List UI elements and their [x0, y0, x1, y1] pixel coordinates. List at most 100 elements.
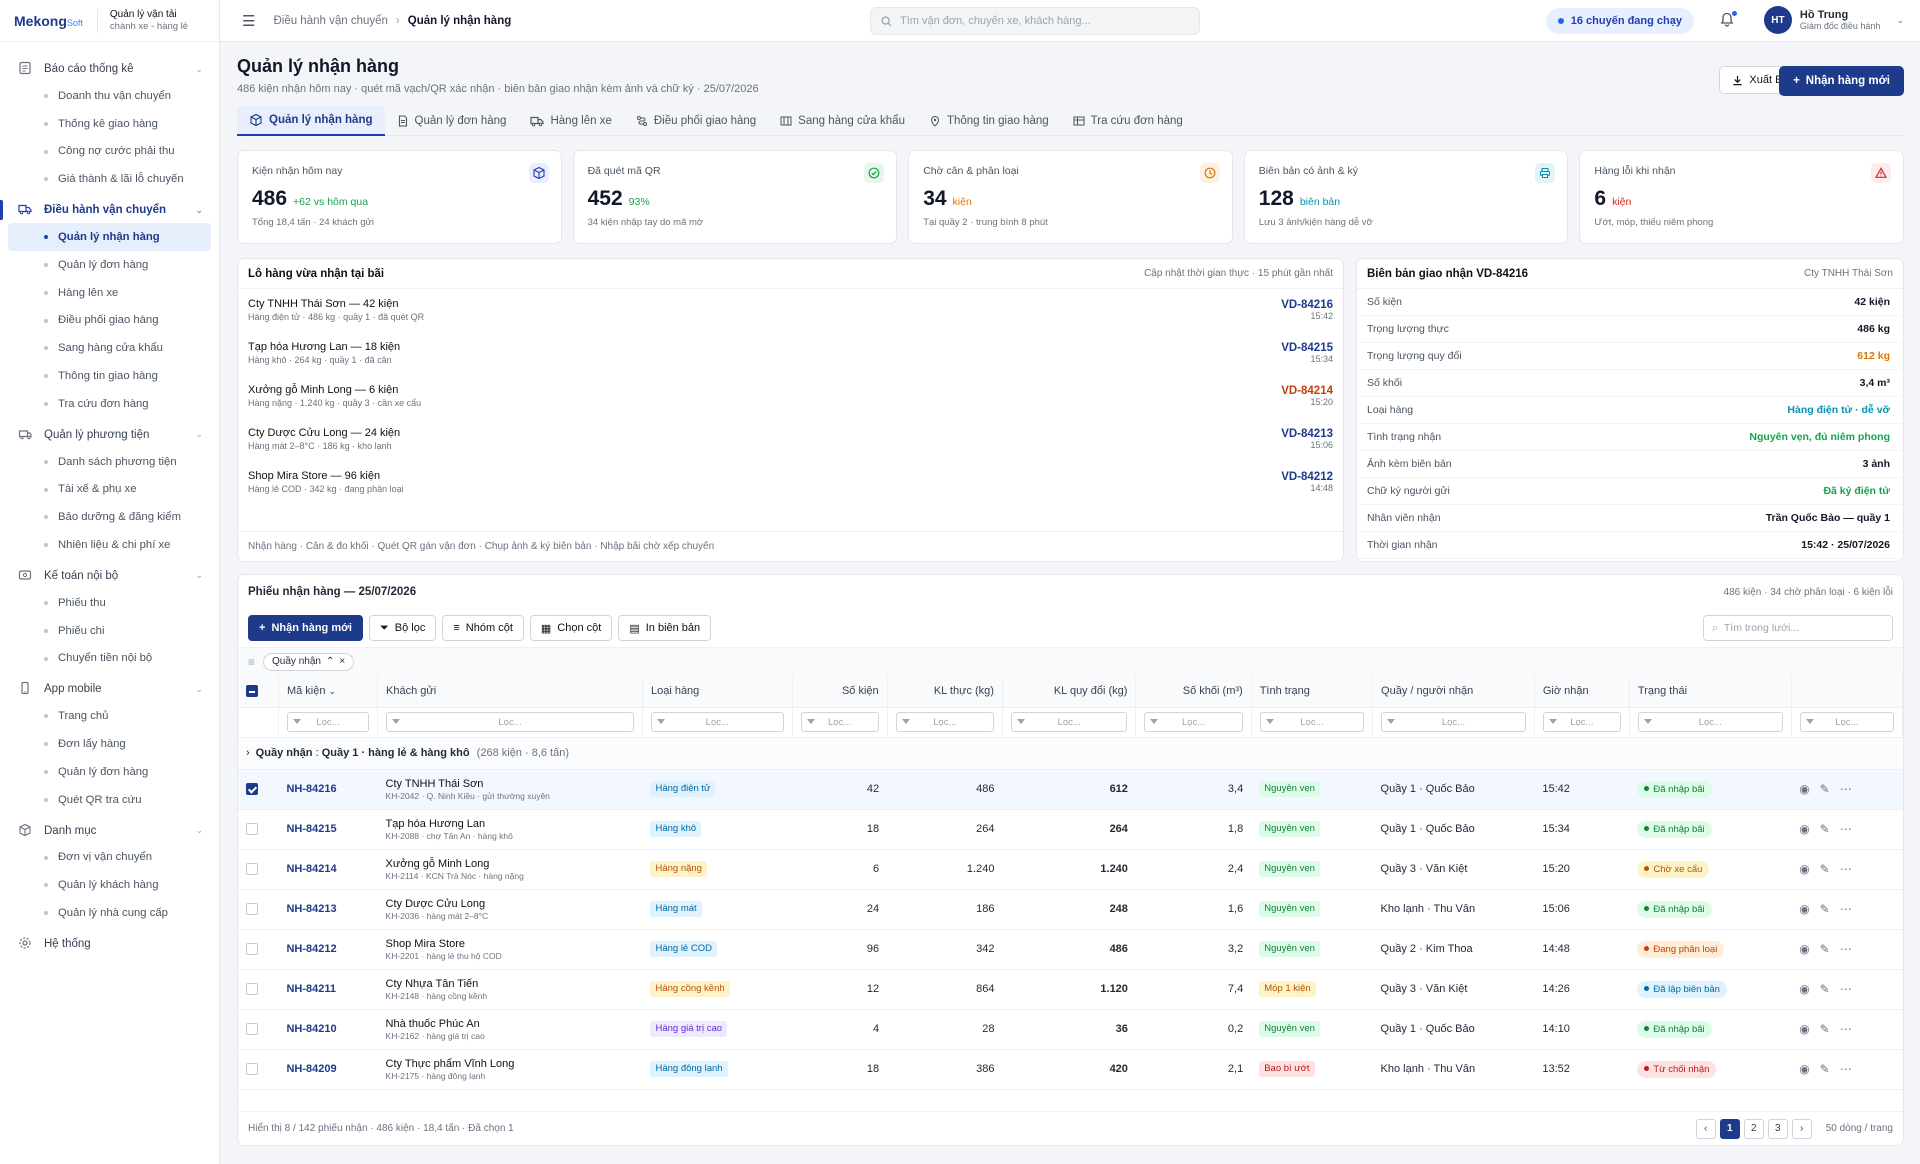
- tab-sang-hang-cua-khau[interactable]: Sang hàng cửa khẩu: [768, 106, 917, 136]
- filter-button[interactable]: ⏷ Bộ lọc: [368, 615, 437, 641]
- table-row[interactable]: NH-84215 Tạp hóa Hương Lan KH-2088 · chợ …: [238, 809, 1903, 850]
- view-icon[interactable]: ◉: [1799, 782, 1810, 796]
- menu-icon[interactable]: ☰: [242, 12, 256, 30]
- lot-code[interactable]: VD-84215: [1281, 342, 1333, 355]
- view-icon[interactable]: ◉: [1799, 902, 1810, 916]
- row-checkbox[interactable]: [238, 889, 279, 930]
- choose-columns-button[interactable]: ▦ Chọn cột: [529, 615, 613, 641]
- more-icon[interactable]: ⋯: [1839, 942, 1852, 956]
- sidebar-item-tra-cuu-don-hang[interactable]: Tra cứu đơn hàng: [0, 390, 219, 418]
- more-icon[interactable]: ⋯: [1839, 782, 1852, 796]
- more-icon[interactable]: ⋯: [1839, 982, 1852, 996]
- edit-icon[interactable]: ✎: [1819, 942, 1830, 956]
- receipt-code-link[interactable]: NH-84215: [286, 823, 337, 835]
- sidebar-item-quan-ly-nhan-hang[interactable]: Quản lý nhận hàng: [8, 223, 211, 251]
- sidebar-item-quan-ly-don-hang[interactable]: Quản lý đơn hàng: [0, 758, 219, 786]
- sidebar-group-he-thong[interactable]: Hệ thống: [0, 931, 219, 957]
- page-button[interactable]: 1: [1719, 1118, 1740, 1139]
- sidebar-item-chuyen-tien-noi-bo[interactable]: Chuyển tiền nội bộ: [0, 645, 219, 673]
- more-icon[interactable]: ⋯: [1839, 1062, 1852, 1076]
- sidebar-item-gia-thanh-lai-lo-chuyen[interactable]: Giá thành & lãi lỗ chuyến: [0, 165, 219, 193]
- column-filter-input[interactable]: Lọc...: [1251, 707, 1374, 738]
- column-header-ma-kien[interactable]: Mã kiện ⌄: [278, 675, 379, 708]
- prev-page-button[interactable]: ‹: [1695, 1118, 1716, 1139]
- column-filter-input[interactable]: Lọc...: [1534, 707, 1630, 738]
- drag-handle-icon[interactable]: ≡: [248, 654, 256, 669]
- column-header-quay-nguoi-nhan[interactable]: Quầy / người nhận: [1372, 675, 1535, 708]
- row-checkbox[interactable]: [238, 809, 279, 850]
- sidebar-item-quan-ly-don-hang[interactable]: Quản lý đơn hàng: [0, 251, 219, 279]
- column-filter-input[interactable]: Lọc...: [1791, 707, 1903, 738]
- receipt-code-link[interactable]: NH-84214: [286, 863, 337, 875]
- column-filter-input[interactable]: Lọc...: [1629, 707, 1792, 738]
- row-checkbox[interactable]: [238, 849, 279, 890]
- sidebar-group-danh-muc[interactable]: Danh mục ⌄: [0, 818, 219, 844]
- kpi-card-hang-loi-khi-nhan[interactable]: Hàng lỗi khi nhận 6 kiện Ướt, móp, thiếu …: [1579, 150, 1904, 244]
- receipt-code-link[interactable]: NH-84216: [286, 783, 337, 795]
- close-icon[interactable]: ×: [339, 656, 346, 667]
- column-filter-input[interactable]: Lọc...: [377, 707, 643, 738]
- table-row[interactable]: NH-84209 Cty Thực phẩm Vĩnh Long KH-2175 …: [238, 1049, 1903, 1090]
- lot-item[interactable]: Xưởng gỗ Minh Long — 6 kiện Hàng nặng · 1…: [238, 375, 1343, 418]
- table-row[interactable]: NH-84210 Nhà thuốc Phúc An KH-2162 · hàng…: [238, 1009, 1903, 1050]
- sort-asc-icon[interactable]: ⌃: [325, 656, 335, 667]
- sidebar-group-app-mobile[interactable]: App mobile ⌄: [0, 676, 219, 702]
- edit-icon[interactable]: ✎: [1819, 862, 1830, 876]
- table-row[interactable]: NH-84211 Cty Nhựa Tân Tiến KH-2148 · hàng…: [238, 969, 1903, 1010]
- page-button[interactable]: 3: [1767, 1118, 1788, 1139]
- column-filter-input[interactable]: Lọc...: [1372, 707, 1535, 738]
- view-icon[interactable]: ◉: [1799, 942, 1810, 956]
- row-checkbox[interactable]: [238, 769, 279, 810]
- group-chip[interactable]: Quầy nhận ⌃ ×: [263, 652, 355, 671]
- sidebar-item-don-lay-hang[interactable]: Đơn lấy hàng: [0, 730, 219, 758]
- sidebar-item-nhien-lieu-chi-phi-xe[interactable]: Nhiên liệu & chi phí xe: [0, 531, 219, 559]
- view-icon[interactable]: ◉: [1799, 1022, 1810, 1036]
- lot-code[interactable]: VD-84216: [1281, 299, 1333, 312]
- edit-icon[interactable]: ✎: [1819, 782, 1830, 796]
- grid-new-button[interactable]: + Nhận hàng mới: [248, 615, 363, 641]
- column-filter-input[interactable]: Lọc...: [278, 707, 379, 738]
- kpi-card-bien-ban-co-anh-ky[interactable]: Biên bản có ảnh & ký 128 biên bản Lưu 3 ả…: [1243, 150, 1569, 244]
- sidebar-item-doanh-thu-van-chuyen[interactable]: Doanh thu vận chuyển: [0, 82, 219, 110]
- view-icon[interactable]: ◉: [1799, 1062, 1810, 1076]
- sidebar-group-ke-toan-noi-bo[interactable]: Kế toán nội bộ ⌄: [0, 563, 219, 589]
- running-trips-badge[interactable]: 16 chuyến đang chạy: [1545, 8, 1694, 34]
- column-filter-input[interactable]: Lọc...: [642, 707, 793, 738]
- receipt-code-link[interactable]: NH-84212: [286, 943, 337, 955]
- edit-icon[interactable]: ✎: [1819, 1022, 1830, 1036]
- view-icon[interactable]: ◉: [1799, 822, 1810, 836]
- select-all-checkbox[interactable]: [238, 675, 279, 708]
- sidebar-item-quan-ly-khach-hang[interactable]: Quản lý khách hàng: [0, 871, 219, 899]
- page-button[interactable]: 2: [1743, 1118, 1764, 1139]
- column-header-so-kien[interactable]: Số kiện: [792, 675, 888, 708]
- tab-tra-cuu-don-hang[interactable]: Tra cứu đơn hàng: [1061, 106, 1195, 136]
- page-size-select[interactable]: 50 dòng / trang: [1825, 1123, 1893, 1134]
- sidebar-item-phieu-thu[interactable]: Phiếu thu: [0, 589, 219, 617]
- table-row[interactable]: NH-84212 Shop Mira Store KH-2201 · hàng l…: [238, 929, 1903, 970]
- receipt-code-link[interactable]: NH-84210: [286, 1023, 337, 1035]
- edit-icon[interactable]: ✎: [1819, 902, 1830, 916]
- kpi-card-da-quet-ma-qr[interactable]: Đã quét mã QR 452 93% 34 kiện nhập tay do…: [572, 150, 898, 244]
- column-header-trang-thai[interactable]: Trạng thái: [1629, 675, 1792, 708]
- tab-quan-ly-nhan-hang[interactable]: Quản lý nhận hàng: [237, 106, 385, 136]
- column-header-tinh-trang[interactable]: Tình trạng: [1251, 675, 1374, 708]
- table-row[interactable]: NH-84214 Xưởng gỗ Minh Long KH-2114 · KCN…: [238, 849, 1903, 890]
- more-icon[interactable]: ⋯: [1839, 1022, 1852, 1036]
- sidebar-item-dieu-phoi-giao-hang[interactable]: Điều phối giao hàng: [0, 307, 219, 335]
- group-row[interactable]: › Quầy nhận : Quầy 1 · hàng lẻ & hàng khô…: [238, 737, 1903, 770]
- column-header-gio-nhan[interactable]: Giờ nhận: [1534, 675, 1630, 708]
- lot-code[interactable]: VD-84214: [1281, 384, 1333, 397]
- tab-quan-ly-don-hang[interactable]: Quản lý đơn hàng: [385, 106, 519, 136]
- lot-item[interactable]: Cty TNHH Thái Sơn — 42 kiện Hàng điện tử …: [238, 289, 1343, 332]
- more-icon[interactable]: ⋯: [1839, 822, 1852, 836]
- table-row[interactable]: NH-84216 Cty TNHH Thái Sơn KH-2042 · Q. N…: [238, 769, 1903, 810]
- view-icon[interactable]: ◉: [1799, 862, 1810, 876]
- print-receipt-button[interactable]: ▤ In biên bản: [618, 615, 712, 641]
- column-filter-input[interactable]: Lọc...: [1135, 707, 1252, 738]
- sidebar-item-cong-no-cuoc-phai-thu[interactable]: Công nợ cước phải thu: [0, 138, 219, 166]
- sidebar-item-danh-sach-phuong-tien[interactable]: Danh sách phương tiện: [0, 448, 219, 476]
- brand[interactable]: MekongSoft Quản lý vận tải chành xe - hàn…: [0, 0, 219, 42]
- column-filter-input[interactable]: Lọc...: [792, 707, 888, 738]
- more-icon[interactable]: ⋯: [1839, 862, 1852, 876]
- sidebar-item-thong-tin-giao-hang[interactable]: Thông tin giao hàng: [0, 362, 219, 390]
